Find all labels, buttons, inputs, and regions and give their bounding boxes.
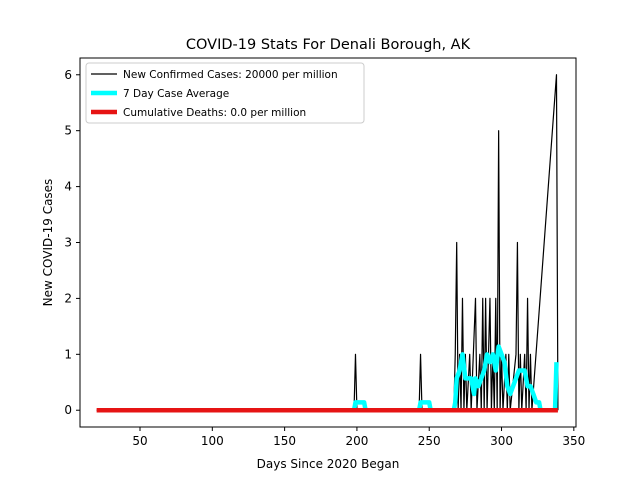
y-tick-label: 2 (64, 291, 72, 305)
x-tick-label: 250 (418, 434, 441, 448)
x-tick-label: 300 (490, 434, 513, 448)
y-tick-label: 0 (64, 403, 72, 417)
x-tick-label: 350 (562, 434, 585, 448)
x-tick-label: 200 (345, 434, 368, 448)
plot-frame (79, 57, 577, 428)
legend-box (85, 62, 365, 124)
y-tick-label: 6 (64, 68, 72, 82)
y-tick-label: 5 (64, 124, 72, 138)
y-tick-label: 1 (64, 347, 72, 361)
ticks-layer: 50 100 150 200 250 300 350 0 1 2 3 4 5 6 (64, 68, 585, 448)
x-tick-label: 50 (132, 434, 147, 448)
y-tick-label: 4 (64, 180, 72, 194)
legend-label-new-cases: New Confirmed Cases: 20000 per million (123, 69, 338, 81)
series-layer (96, 74, 559, 413)
legend: New Confirmed Cases: 20000 per million 7… (85, 62, 365, 124)
y-axis-label: New COVID-19 Cases (41, 179, 55, 307)
chart-title: COVID-19 Stats For Denali Borough, AK (186, 37, 471, 53)
x-tick-label: 150 (273, 434, 296, 448)
legend-label-cumulative-deaths: Cumulative Deaths: 0.0 per million (123, 107, 306, 119)
x-tick-label: 100 (201, 434, 224, 448)
legend-label-7day-average: 7 Day Case Average (123, 88, 229, 100)
y-tick-label: 3 (64, 236, 72, 250)
x-axis-label: Days Since 2020 Began (257, 457, 400, 471)
